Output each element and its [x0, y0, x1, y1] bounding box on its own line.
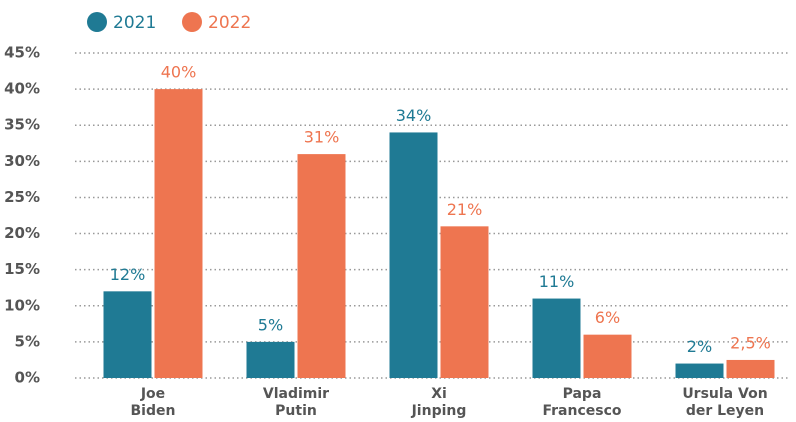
y-tick-label: 25%	[4, 188, 40, 206]
legend-swatch	[87, 12, 107, 32]
legend-label: 2021	[113, 13, 156, 33]
y-tick-label: 30%	[4, 152, 40, 170]
bar	[246, 341, 295, 378]
y-tick-label: 45%	[4, 44, 40, 62]
legend-label: 2022	[208, 13, 251, 33]
bar	[103, 291, 152, 378]
bar	[440, 226, 489, 378]
legend-swatch	[182, 12, 202, 32]
value-label: 5%	[258, 315, 283, 334]
value-label: 34%	[396, 106, 432, 125]
value-label: 11%	[539, 272, 575, 291]
value-label: 21%	[447, 200, 483, 219]
x-tick-label: Joe Biden	[130, 386, 176, 419]
bar	[583, 334, 632, 378]
value-label: 6%	[595, 308, 620, 327]
y-tick-label: 0%	[15, 369, 40, 387]
y-tick-label: 10%	[4, 296, 40, 314]
bar	[389, 132, 438, 378]
bar	[726, 359, 775, 378]
x-tick-label: Vladimir Putin	[262, 386, 330, 419]
x-tick-label: Papa Francesco	[542, 386, 622, 419]
y-tick-label: 35%	[4, 116, 40, 134]
y-tick-label: 5%	[15, 332, 40, 350]
value-label: 2%	[687, 337, 712, 356]
value-label: 40%	[161, 63, 197, 82]
value-label: 31%	[304, 128, 340, 147]
bar	[675, 363, 724, 378]
x-tick-label: Xi Jinping	[411, 386, 467, 419]
bar	[532, 298, 581, 378]
value-label: 12%	[110, 265, 146, 284]
bar	[297, 154, 346, 378]
bar	[154, 89, 203, 378]
x-tick-label: Ursula Von der Leyen	[682, 386, 768, 419]
y-tick-label: 20%	[4, 224, 40, 242]
y-tick-label: 40%	[4, 80, 40, 98]
y-tick-label: 15%	[4, 260, 40, 278]
value-label: 2,5%	[730, 333, 771, 352]
